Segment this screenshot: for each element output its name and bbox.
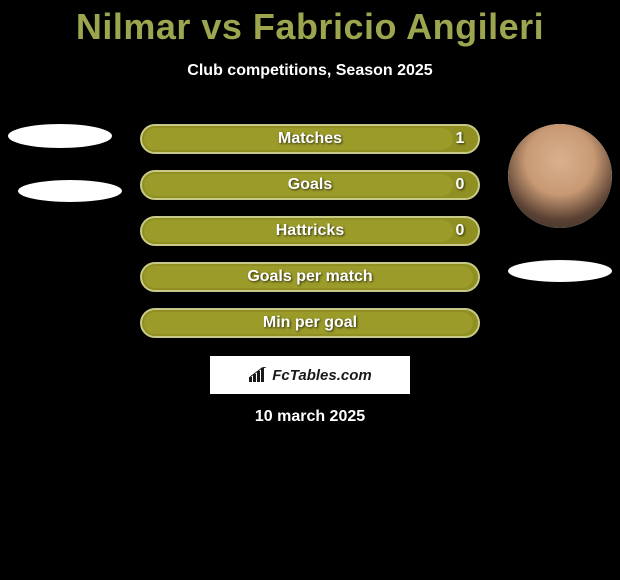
player-right-avatar bbox=[508, 124, 612, 228]
bar-min-per-goal: Min per goal bbox=[140, 308, 480, 338]
stat-bars: Matches 1 Goals 0 Hattricks 0 Goals per … bbox=[140, 124, 480, 354]
bar-label: Goals bbox=[142, 172, 478, 198]
bar-value bbox=[440, 310, 480, 336]
bar-chart-icon bbox=[248, 367, 268, 383]
logo-text: FcTables.com bbox=[272, 367, 371, 384]
bar-label: Matches bbox=[142, 126, 478, 152]
player-right-face-placeholder bbox=[508, 124, 612, 228]
date-line: 10 march 2025 bbox=[0, 408, 620, 426]
bar-value: 0 bbox=[440, 172, 480, 198]
bar-value: 1 bbox=[440, 126, 480, 152]
bar-matches: Matches 1 bbox=[140, 124, 480, 154]
fctables-logo: FcTables.com bbox=[210, 356, 410, 394]
bar-value: 0 bbox=[440, 218, 480, 244]
player-left-shadow bbox=[18, 180, 122, 202]
bar-value bbox=[440, 264, 480, 290]
bar-label: Goals per match bbox=[142, 264, 478, 290]
page-subtitle: Club competitions, Season 2025 bbox=[0, 62, 620, 80]
bar-goals: Goals 0 bbox=[140, 170, 480, 200]
player-right-shadow bbox=[508, 260, 612, 282]
bar-label: Hattricks bbox=[142, 218, 478, 244]
bar-goals-per-match: Goals per match bbox=[140, 262, 480, 292]
bar-hattricks: Hattricks 0 bbox=[140, 216, 480, 246]
bar-label: Min per goal bbox=[142, 310, 478, 336]
player-left-avatar-placeholder bbox=[8, 124, 112, 148]
page-title: Nilmar vs Fabricio Angileri bbox=[0, 0, 620, 48]
